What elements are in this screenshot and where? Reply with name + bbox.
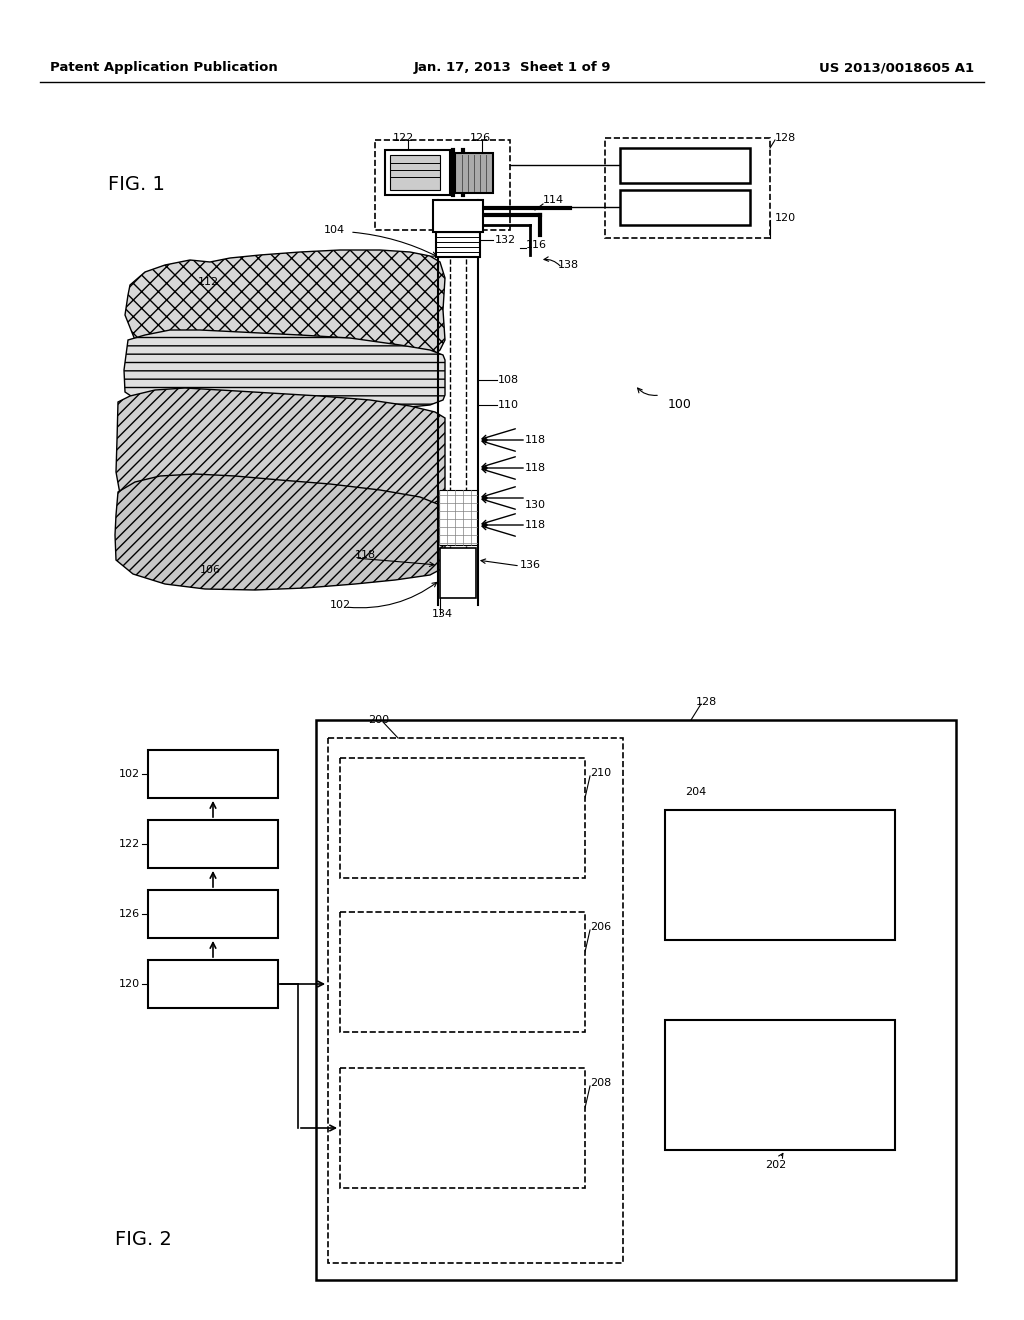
Text: 100: 100 [668, 399, 692, 412]
Text: 118: 118 [525, 463, 546, 473]
Text: 106: 106 [200, 565, 221, 576]
Text: DEVICES: DEVICES [432, 821, 493, 836]
Text: CONTROLLER: CONTROLLER [642, 158, 727, 172]
Text: SENSORS: SENSORS [429, 1131, 495, 1144]
Text: STORAGE: STORAGE [746, 1068, 813, 1082]
Text: 204: 204 [685, 787, 707, 797]
Text: GEARBOX: GEARBOX [179, 837, 247, 851]
Text: CURRENT: CURRENT [429, 954, 496, 969]
Text: 208: 208 [590, 1078, 611, 1088]
Text: 126: 126 [119, 909, 140, 919]
Bar [390, 154, 440, 190]
Text: PUMP: PUMP [194, 767, 232, 781]
Text: UNIT: UNIT [764, 878, 797, 892]
Text: PROCESSING: PROCESSING [735, 858, 825, 873]
Text: 122: 122 [393, 133, 415, 143]
Text: 120: 120 [775, 213, 796, 223]
Text: 102: 102 [330, 601, 351, 610]
Bar [440, 548, 476, 598]
Bar [620, 190, 750, 224]
Bar [148, 890, 278, 939]
Text: 200: 200 [368, 715, 389, 725]
Bar [148, 750, 278, 799]
Bar [439, 490, 477, 545]
Bar [436, 232, 480, 257]
Bar [605, 139, 770, 238]
Bar [455, 153, 493, 193]
Text: 202: 202 [765, 1160, 786, 1170]
Text: 206: 206 [590, 921, 611, 932]
Text: Jan. 17, 2013  Sheet 1 of 9: Jan. 17, 2013 Sheet 1 of 9 [414, 62, 610, 74]
Text: 126: 126 [470, 133, 492, 143]
Text: FIG. 2: FIG. 2 [115, 1230, 172, 1249]
Bar [148, 960, 278, 1008]
Polygon shape [124, 330, 445, 413]
Text: 210: 210 [590, 768, 611, 777]
Text: Patent Application Publication: Patent Application Publication [50, 62, 278, 74]
Text: SENSORS: SENSORS [429, 975, 495, 989]
Text: DRIVE: DRIVE [666, 201, 705, 214]
Text: US 2013/0018605 A1: US 2013/0018605 A1 [819, 62, 974, 74]
Text: 132: 132 [495, 235, 516, 246]
Text: 114: 114 [543, 195, 564, 205]
Bar [316, 719, 956, 1280]
Bar [665, 810, 895, 940]
Text: DRIVE: DRIVE [191, 977, 234, 991]
Bar [665, 1020, 895, 1150]
Text: 128: 128 [775, 133, 797, 143]
Bar [328, 738, 623, 1263]
Bar [340, 1068, 585, 1188]
Text: 134: 134 [432, 609, 454, 619]
Text: VOLTAGE: VOLTAGE [431, 1111, 494, 1125]
Text: 112: 112 [198, 277, 219, 286]
Bar [340, 912, 585, 1032]
Text: 128: 128 [696, 697, 717, 708]
Bar [340, 758, 585, 878]
Text: 118: 118 [355, 550, 376, 560]
Text: 118: 118 [525, 520, 546, 531]
Text: 122: 122 [119, 840, 140, 849]
Polygon shape [125, 249, 445, 370]
Text: I/O: I/O [453, 801, 472, 814]
Text: 138: 138 [558, 260, 580, 271]
Bar [433, 201, 483, 232]
Text: 110: 110 [498, 400, 519, 411]
Text: MOTOR: MOTOR [187, 907, 239, 921]
Text: UNIT: UNIT [764, 1088, 797, 1102]
Text: 118: 118 [525, 436, 546, 445]
Text: 136: 136 [520, 560, 541, 570]
Text: 116: 116 [526, 240, 547, 249]
Text: 120: 120 [119, 979, 140, 989]
Bar [385, 150, 450, 195]
Text: 130: 130 [525, 500, 546, 510]
Text: 104: 104 [324, 224, 345, 235]
Bar [148, 820, 278, 869]
Bar [620, 148, 750, 183]
Polygon shape [116, 388, 445, 520]
Text: 108: 108 [498, 375, 519, 385]
Text: 102: 102 [119, 770, 140, 779]
Bar [375, 140, 510, 230]
Text: FIG. 1: FIG. 1 [108, 176, 165, 194]
Polygon shape [115, 474, 445, 590]
